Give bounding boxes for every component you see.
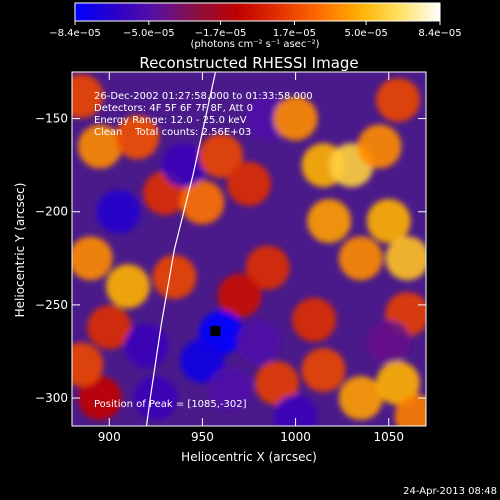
heatmap-blob [72,74,104,119]
heatmap-blob [245,245,290,290]
heatmap-blob [301,348,346,393]
colorbar-tick-label: 5.0e−05 [345,28,388,39]
y-tick-label: −150 [35,112,68,126]
heatmap-blob [376,361,421,406]
heatmap-blob [254,361,299,406]
heatmap-blob [87,305,132,350]
colorbar [74,2,441,22]
peak-marker [210,325,221,336]
heatmap-blob [105,264,150,309]
annotation-energy-range: Energy Range: 12.0 - 25.0 keV [94,115,247,126]
heatmap-blob [394,394,426,426]
x-tick-label: 950 [191,430,214,444]
heatmap-blob [366,199,411,244]
heatmap-blob [338,376,383,421]
heatmap-blob [199,133,244,178]
y-tick-label: −250 [35,298,68,312]
heatmap-blob [292,297,337,342]
annotation-detectors: Detectors: 4F 5F 6F 7F 8F, Att 0 [94,103,253,114]
heatmap-blob [161,143,206,188]
heatmap-blob [152,254,197,299]
x-tick-label: 1000 [280,430,311,444]
y-tick-label: −300 [35,391,68,405]
heatmap-blob [236,320,281,365]
heatmap-blob [217,273,262,318]
peak-position-label: Position of Peak = [1085,-302] [94,399,247,410]
heatmap-blob [273,96,318,141]
x-axis-ticks: 900 950 1000 1050 [98,72,404,444]
colorbar-tick-label: −8.4e−05 [49,28,101,39]
colorbar-ticks: −8.4e−05 −5.0e−05 −1.7e−05 1.7e−05 5.0e−05 8.… [49,21,462,39]
heatmap-blob [124,323,169,368]
solar-limb-curve [145,72,217,426]
footer-date: 24-Apr-2013 08:48 [403,486,497,497]
heatmap-blob [385,236,426,281]
heatmap-blob [96,189,141,234]
x-tick-label: 900 [98,430,121,444]
colorbar-tick-label: 8.4e−05 [418,28,461,39]
heatmap-blob [77,376,122,421]
heatmap-blob [273,394,318,426]
colorbar-tick-label: −1.7e−05 [195,28,247,39]
heatmap-blob [180,180,225,225]
annotation-clean-counts: Clean Total counts: 2.56E+03 [94,127,251,138]
y-axis-label: Heliocentric Y (arcsec) [13,183,27,318]
annotation-time-range: 26-Dec-2002 01:27:58.000 to 01:33:58.000 [94,91,313,102]
heatmap-blob [376,77,421,122]
colorbar-tick-label: −5.0e−05 [123,28,175,39]
annotation-block: 26-Dec-2002 01:27:58.000 to 01:33:58.000… [94,91,313,138]
heatmap-blob [115,115,160,160]
y-tick-label: −200 [35,205,68,219]
x-axis-label: Heliocentric X (arcsec) [181,450,317,464]
heatmap-blob [72,342,104,387]
colorbar-unit-label: (photons cm⁻² s⁻¹ asec⁻²) [190,39,319,50]
heatmap-blob [366,320,411,365]
heatmap-blob [338,236,383,281]
chart-title: Reconstructed RHESSI Image [139,54,358,72]
heatmap-blob [357,124,402,169]
plot-frame [71,71,427,427]
x-tick-label: 1050 [373,430,404,444]
y-axis-ticks: −150 −200 −250 −300 [35,112,426,405]
colorbar-tick-label: 1.7e−05 [273,28,316,39]
heatmap-blob [77,124,122,169]
heatmap-image [72,74,426,426]
heatmap-blob [208,366,253,411]
heatmap-blob [180,338,225,383]
heatmap-blob [72,236,113,281]
heatmap-blob [133,376,178,421]
heatmap-blob [307,199,352,244]
heatmap-blob [227,161,271,206]
